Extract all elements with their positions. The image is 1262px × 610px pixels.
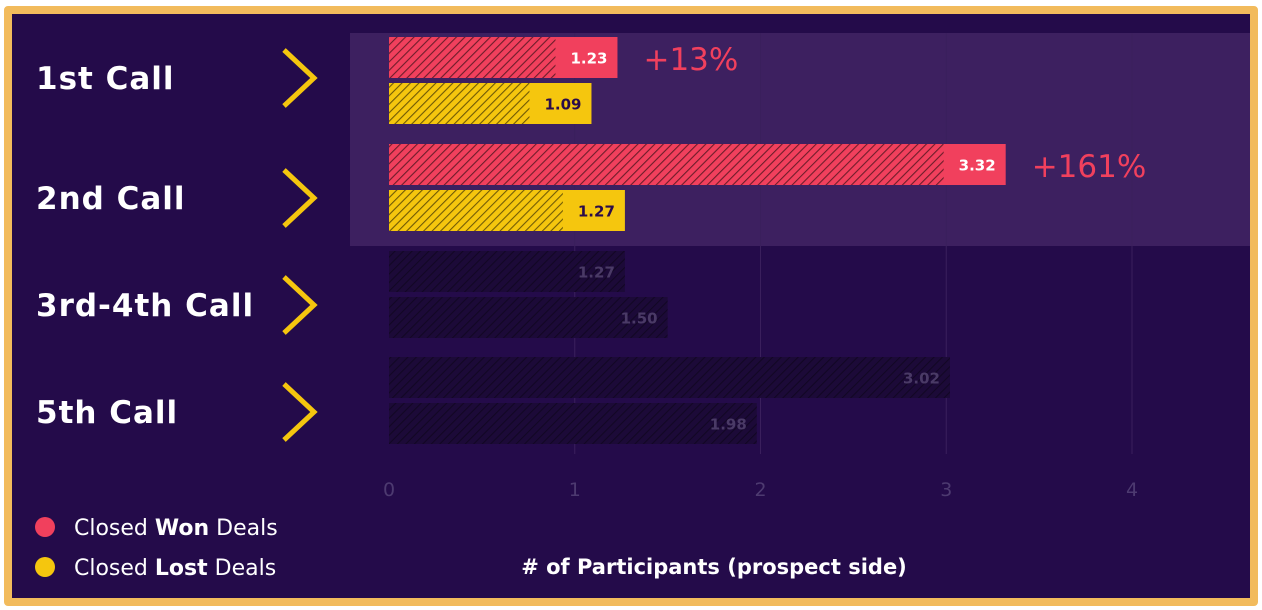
category-labels: 1st Call 2nd Call 3rd-4th Call 5th Call <box>36 48 318 442</box>
bar-hatch <box>389 297 668 338</box>
bar-value-label: 1.23 <box>570 50 607 68</box>
bar-value-label: 1.27 <box>578 203 615 221</box>
bar-hatch <box>389 403 757 444</box>
bar-value-label: 1.09 <box>544 96 581 114</box>
chevron-right-icon <box>282 275 318 335</box>
x-axis-title: # of Participants (prospect side) <box>521 555 907 579</box>
x-tick-label: 3 <box>940 479 952 501</box>
delta-annotation: +161% <box>1032 149 1147 185</box>
bar-hatch <box>389 357 950 398</box>
chart-frame: 1.23 1.09 +13% 3.32 1.27 +161% 1.27 1.50 3.02 1.9… <box>4 6 1258 606</box>
bars: 1.23 1.09 +13% 3.32 1.27 +161% 1.27 1.50 3.02 1.9… <box>389 37 1146 444</box>
bar-value-label: 3.32 <box>959 157 996 175</box>
bar-hatch <box>389 37 556 78</box>
bar-value-label: 1.50 <box>621 310 658 328</box>
x-tick-label: 2 <box>754 479 766 501</box>
bar-hatch <box>389 251 625 292</box>
x-tick-label: 4 <box>1126 479 1138 501</box>
bar-value-label: 3.02 <box>903 370 940 388</box>
legend-lost-label: Closed Lost Deals <box>74 556 276 581</box>
legend-won-label: Closed Won Deals <box>74 516 278 541</box>
chevron-right-icon <box>282 382 318 442</box>
delta-annotation: +13% <box>643 42 738 78</box>
x-tick-label: 1 <box>569 479 581 501</box>
legend-lost-swatch <box>35 557 55 577</box>
bar-hatch <box>389 144 944 185</box>
chart-svg: 1.23 1.09 +13% 3.32 1.27 +161% 1.27 1.50 3.02 1.9… <box>35 33 1250 581</box>
x-tick-label: 0 <box>383 479 395 501</box>
x-axis: 0 1 2 3 4 <box>383 479 1138 501</box>
bar-value-label: 1.98 <box>710 416 747 434</box>
category-label: 3rd-4th Call <box>36 288 254 324</box>
bar-value-label: 1.27 <box>578 264 615 282</box>
bar-hatch <box>389 83 530 124</box>
chevron-right-icon <box>282 168 318 228</box>
category-label: 5th Call <box>36 395 178 431</box>
legend-won-swatch <box>35 517 55 537</box>
bar-hatch <box>389 190 563 231</box>
category-label: 2nd Call <box>36 181 186 217</box>
legend: Closed Won Deals Closed Lost Deals <box>35 516 278 581</box>
chevron-right-icon <box>282 48 318 108</box>
category-label: 1st Call <box>36 61 175 97</box>
